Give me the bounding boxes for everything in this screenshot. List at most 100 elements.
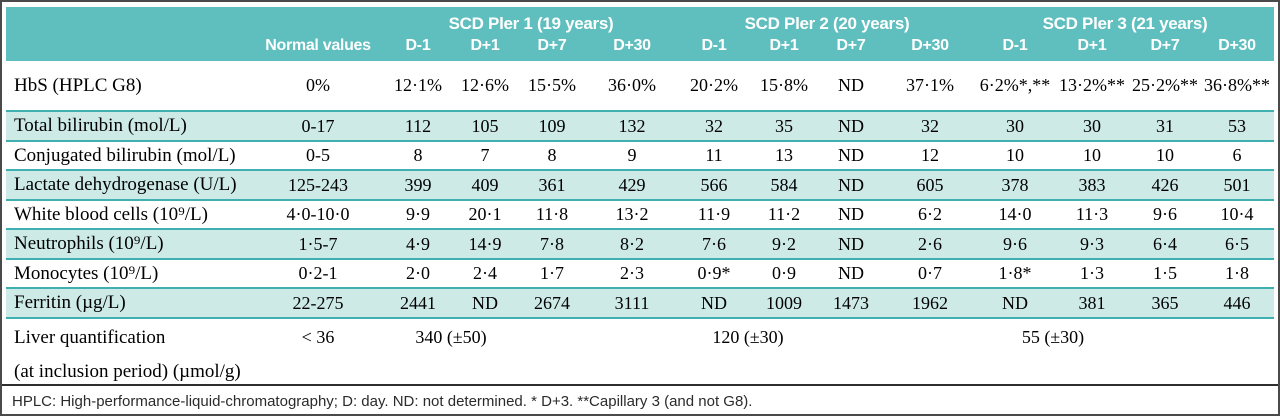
value-cell: 25·2%** bbox=[1132, 75, 1198, 95]
value-cell: 132 bbox=[586, 110, 678, 142]
row-label: Liver quantification (at inclusion perio… bbox=[6, 318, 252, 384]
value-cell: 2·6 bbox=[884, 228, 976, 260]
header-days-row: Normal values D-1 D+1 D+7 D+30 D-1 D+1 D+7 D+30… bbox=[6, 34, 1274, 61]
value-cell: 409 bbox=[452, 169, 518, 201]
normal-value-cell: 1·5-7 bbox=[252, 228, 384, 260]
table-row: Monocytes (10⁹/L) 0·2-1 2·0 2·4 1·7 2·3 0·9* 0·… bbox=[6, 259, 1274, 288]
day-header: D+1 bbox=[1054, 34, 1130, 61]
value-cell: 501 bbox=[1200, 169, 1274, 201]
row-label: Ferritin (µg/L) bbox=[6, 287, 252, 319]
value-cell: 361 bbox=[518, 169, 586, 201]
day-header: D+30 bbox=[1200, 34, 1274, 61]
value-cell: 10 bbox=[1006, 145, 1024, 165]
value-cell: 2674 bbox=[518, 287, 586, 319]
value-cell: 109 bbox=[518, 110, 586, 142]
table-row: Conjugated bilirubin (mol/L) 0-5 8 7 8 9 11 13 N… bbox=[6, 141, 1274, 170]
value-cell: 9·6 bbox=[976, 228, 1054, 260]
normal-value-cell: 125-243 bbox=[252, 169, 384, 201]
value-cell: 36·8%** bbox=[1204, 75, 1270, 95]
value-cell: 13·2%** bbox=[1059, 75, 1125, 95]
header-spacer bbox=[6, 7, 384, 34]
value-cell: ND bbox=[838, 145, 864, 165]
row-label: Total bilirubin (mol/L) bbox=[6, 110, 252, 142]
row-label: Monocytes (10⁹/L) bbox=[14, 262, 159, 284]
day-header: D+30 bbox=[586, 34, 678, 61]
normal-value-cell: < 36 bbox=[301, 327, 335, 347]
value-cell: 340 (±50) bbox=[415, 327, 487, 347]
value-cell: 0·9 bbox=[772, 263, 796, 283]
value-cell: 15·8% bbox=[760, 75, 808, 95]
value-cell: 6·5 bbox=[1200, 228, 1274, 260]
value-cell: 13 bbox=[775, 145, 793, 165]
group-header-patient-1: SCD Pler 1 (19 years) bbox=[384, 7, 678, 34]
value-cell: 6·2 bbox=[918, 204, 942, 224]
value-cell: 446 bbox=[1200, 287, 1274, 319]
normal-value-cell: 0-17 bbox=[252, 110, 384, 142]
value-cell: 0·7 bbox=[918, 263, 942, 283]
value-cell: 1·7 bbox=[540, 263, 564, 283]
value-cell: 30 bbox=[1054, 110, 1130, 142]
empty-cell bbox=[518, 318, 678, 384]
row-label: Conjugated bilirubin (mol/L) bbox=[14, 144, 236, 166]
day-header: D-1 bbox=[384, 34, 452, 61]
day-header: D+1 bbox=[750, 34, 818, 61]
day-header: D+7 bbox=[518, 34, 586, 61]
day-header: D+1 bbox=[452, 34, 518, 61]
value-cell: 9·6 bbox=[1153, 204, 1177, 224]
value-cell: 2441 bbox=[384, 287, 452, 319]
normal-value-cell: 0·2-1 bbox=[298, 263, 338, 283]
table-row-liver-quantification: Liver quantification (at inclusion perio… bbox=[6, 318, 1274, 384]
value-cell: ND bbox=[838, 263, 864, 283]
value-cell: 8 bbox=[547, 145, 557, 165]
normal-values-header: Normal values bbox=[252, 34, 384, 61]
value-cell: 4·9 bbox=[384, 228, 452, 260]
value-cell: 1·3 bbox=[1080, 263, 1104, 283]
value-cell: 1009 bbox=[750, 287, 818, 319]
value-cell: 429 bbox=[586, 169, 678, 201]
row-label: HbS (HPLC G8) bbox=[14, 74, 142, 96]
day-header: D+30 bbox=[884, 34, 976, 61]
value-cell: 15·5% bbox=[528, 75, 576, 95]
value-cell: 37·1% bbox=[906, 75, 954, 95]
value-cell: 378 bbox=[976, 169, 1054, 201]
value-cell: 20·1 bbox=[468, 204, 502, 224]
day-header: D-1 bbox=[678, 34, 750, 61]
value-cell: 105 bbox=[452, 110, 518, 142]
table-row: Lactate dehydrogenase (U/L) 125-243 399 409… bbox=[6, 169, 1274, 201]
value-cell: 605 bbox=[884, 169, 976, 201]
normal-value-cell: 0% bbox=[306, 75, 330, 95]
value-cell: 6 bbox=[1232, 145, 1242, 165]
value-cell: 383 bbox=[1054, 169, 1130, 201]
normal-value-cell: 22-275 bbox=[252, 287, 384, 319]
value-cell: 31 bbox=[1130, 110, 1200, 142]
value-cell: 6·4 bbox=[1130, 228, 1200, 260]
value-cell: 112 bbox=[384, 110, 452, 142]
liver-label-line1: Liver quantification bbox=[14, 327, 166, 348]
value-cell: ND bbox=[452, 287, 518, 319]
value-cell: 35 bbox=[750, 110, 818, 142]
value-cell: ND bbox=[838, 75, 864, 95]
value-cell: 8·2 bbox=[586, 228, 678, 260]
value-cell: 32 bbox=[678, 110, 750, 142]
value-cell: 9·2 bbox=[750, 228, 818, 260]
value-cell: 32 bbox=[884, 110, 976, 142]
empty-cell bbox=[1130, 318, 1274, 384]
value-cell: 12·6% bbox=[461, 75, 509, 95]
value-cell: 9 bbox=[627, 145, 637, 165]
value-cell: 6·2%*,** bbox=[979, 75, 1051, 95]
normal-value-cell: 0-5 bbox=[306, 145, 330, 165]
normal-value-cell: 4·0-10·0 bbox=[286, 204, 350, 224]
value-cell: 2·4 bbox=[473, 263, 497, 283]
day-header: D-1 bbox=[976, 34, 1054, 61]
value-cell: 10 bbox=[1156, 145, 1174, 165]
table-row: Ferritin (µg/L) 22-275 2441 ND 2674 3111 ND 100… bbox=[6, 287, 1274, 319]
value-cell: 9·9 bbox=[406, 204, 430, 224]
value-cell: 584 bbox=[750, 169, 818, 201]
value-cell: ND bbox=[818, 110, 884, 142]
value-cell: 10 bbox=[1083, 145, 1101, 165]
value-cell: 12 bbox=[921, 145, 939, 165]
liver-label-line2: (at inclusion period) (µmol/g) bbox=[14, 361, 241, 382]
value-cell: 13·2 bbox=[615, 204, 649, 224]
table-row: Neutrophils (10⁹/L) 1·5-7 4·9 14·9 7·8 8·2 7·6… bbox=[6, 228, 1274, 260]
